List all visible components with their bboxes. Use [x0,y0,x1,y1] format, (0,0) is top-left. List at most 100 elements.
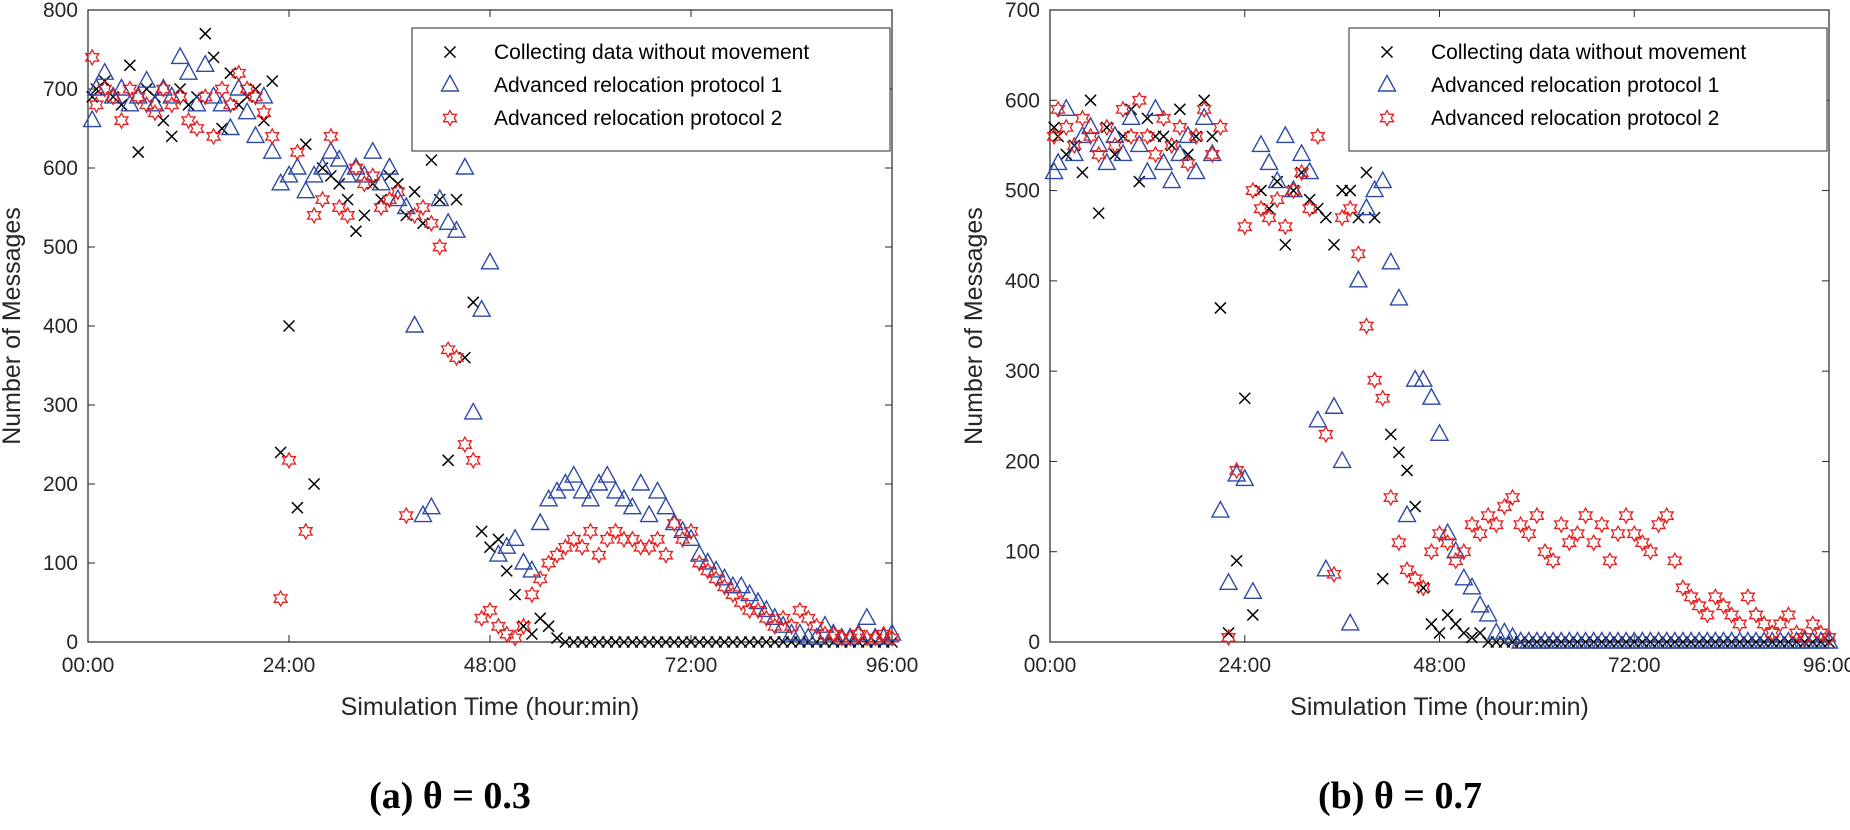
data-point [138,95,155,114]
data-point [1626,524,1642,543]
data-point [1699,606,1715,624]
data-point [1429,423,1450,442]
data-point [530,512,550,531]
data-point [664,512,684,531]
data-point [287,157,308,175]
x-tick-label: 48:00 [464,654,517,677]
data-point [222,95,239,114]
data-point [180,111,197,130]
data-point [448,348,465,367]
data-point [1198,94,1211,107]
data-point [162,85,182,104]
data-point [1107,136,1123,155]
data-point [1723,606,1740,624]
data-point [873,627,894,645]
data-point [136,70,157,88]
data-point [758,609,775,628]
data-point [1397,504,1417,523]
data-point [505,528,525,546]
data-point [649,530,666,549]
data-point [1465,631,1478,644]
legend-marker [1380,45,1394,59]
x-tick-label: 48:00 [1413,654,1466,677]
data-point [1454,567,1474,586]
data-point [95,62,115,80]
data-point [857,607,877,625]
data-point [438,212,458,231]
data-point [672,520,693,539]
data-point [1251,134,1271,153]
y-tick-label: 600 [43,157,78,180]
data-point [379,157,400,175]
data-point [1285,181,1302,200]
data-point [1108,148,1121,161]
data-point [1375,389,1391,408]
y-tick-label: 300 [1005,360,1040,383]
legend-marker [440,74,460,92]
data-point [706,559,726,578]
data-point [1046,127,1062,146]
data-point [1074,109,1091,128]
data-point [1173,103,1186,116]
data-point [1667,551,1683,570]
data-point [1383,488,1399,507]
data-point [1327,238,1341,251]
data-point [1235,468,1255,487]
data-point [312,157,333,175]
data-point [1188,127,1204,146]
legend-entry: Advanced relocation protocol 1 [494,74,782,97]
data-point [1048,152,1068,171]
data-point [1376,572,1389,585]
data-point [1180,154,1196,173]
data-point [1302,199,1318,218]
data-point [314,190,331,209]
data-point [1145,98,1166,117]
data-point [475,525,488,538]
data-point [113,111,130,130]
data-point [440,340,456,359]
data-point [1164,136,1180,155]
data-point [515,617,532,636]
data-point [1310,127,1326,146]
data-point [281,451,297,470]
data-point [147,103,163,122]
data-point [806,627,827,645]
data-point [773,615,793,633]
data-point [172,88,188,106]
data-point [1066,136,1082,155]
data-point [1360,166,1373,179]
data-point [499,625,515,643]
data-point [308,477,321,491]
data-point [1230,554,1243,567]
data-point [1153,152,1174,171]
y-tick-label: 700 [1005,0,1040,22]
data-point [1218,572,1239,591]
data-point [421,496,442,515]
data-point [1279,238,1292,251]
data-point [1324,396,1344,414]
data-point [1291,143,1312,162]
data-point [666,514,682,533]
data-point [1494,622,1515,640]
x-axis-label: Simulation Time (hour:min) [341,693,640,721]
data-point [1129,134,1149,153]
data-point [1283,179,1304,198]
data-point [490,617,507,636]
data-point [597,465,617,483]
data-point [725,585,741,604]
data-point [130,88,146,106]
data-point [1446,540,1466,559]
data-point [823,623,844,641]
data-point [1342,199,1358,218]
data-point [86,78,107,96]
data-point [509,588,522,601]
data-point [1091,145,1107,164]
data-point [1214,301,1227,314]
data-point [333,177,346,190]
data-point [339,206,356,225]
panel-caption: (a) θ = 0.3 [369,775,531,817]
data-point [463,401,483,420]
x-tick-label: 00:00 [62,654,115,677]
data-point [1092,207,1105,220]
